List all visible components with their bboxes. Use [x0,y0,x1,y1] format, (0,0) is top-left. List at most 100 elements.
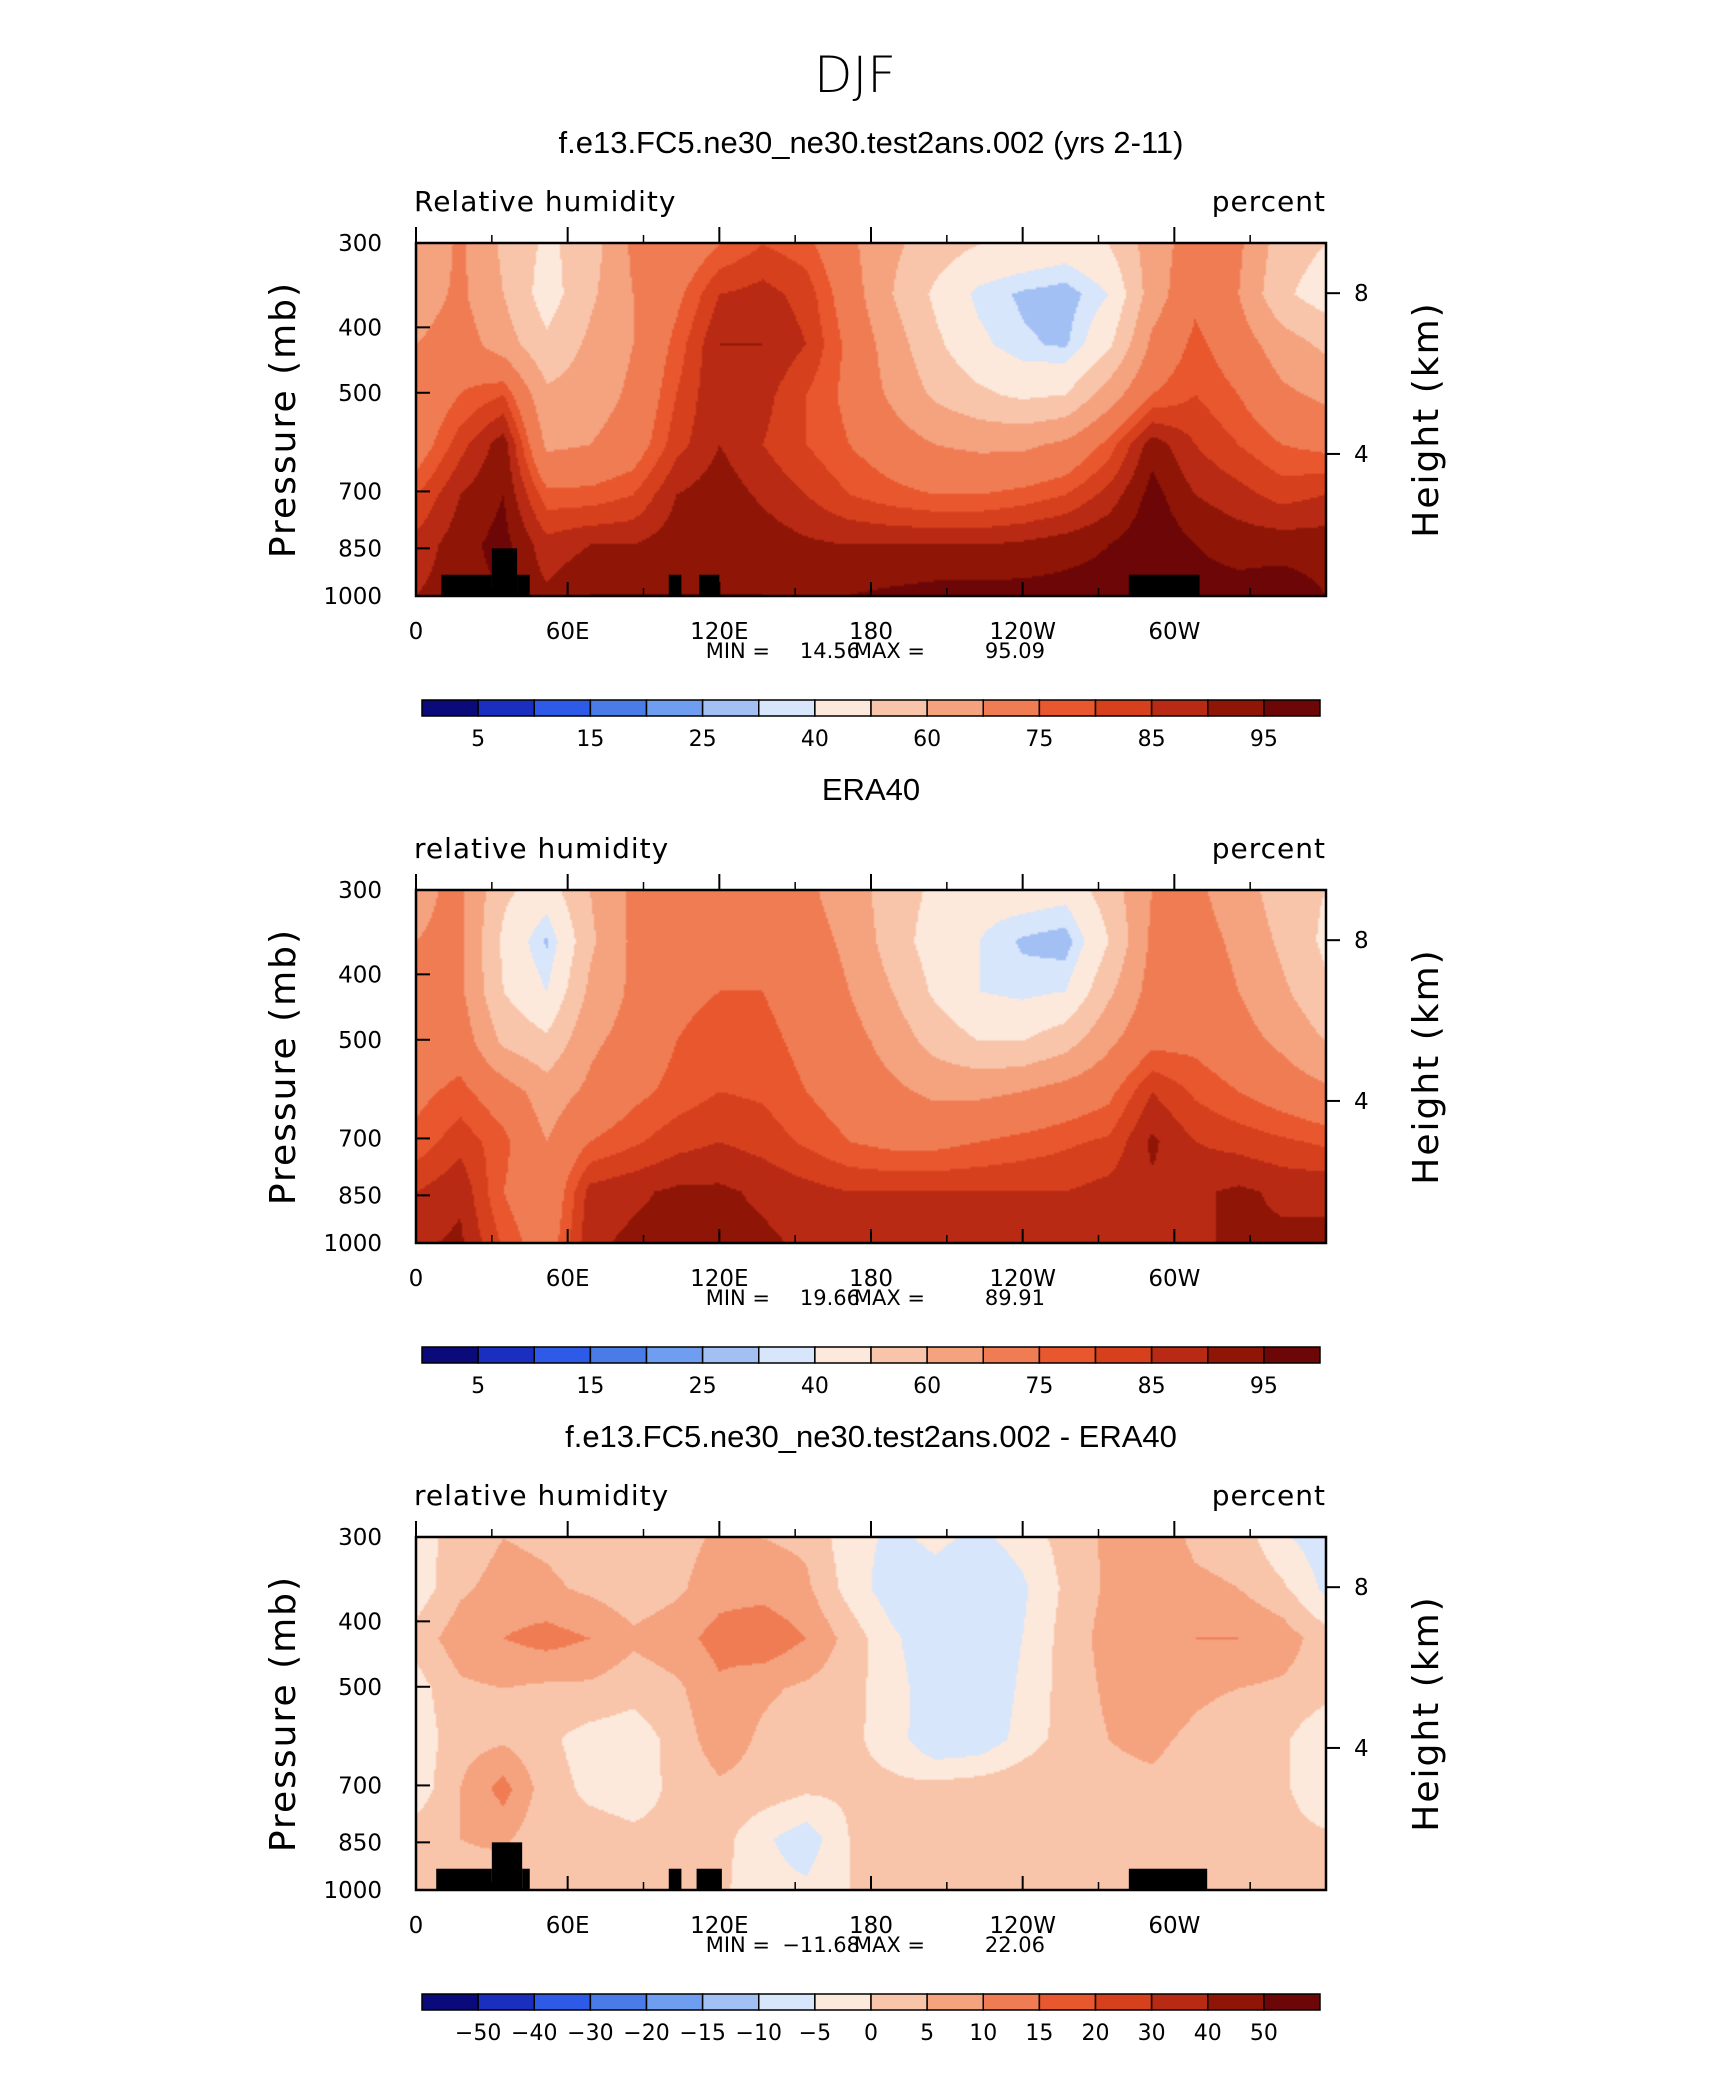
colorbar-label: −40 [511,2021,557,2046]
colorbar-box [533,1346,592,1364]
x-tick-label: 180 [849,1266,893,1292]
colorbar-label: 50 [1250,2021,1278,2046]
y2-tick-label: 8 [1354,281,1369,307]
colorbar-label: 60 [913,1374,941,1399]
colorbar-box [1150,1346,1209,1364]
min-label: MIN = [706,1286,770,1310]
panel-title: ERA40 [822,772,920,807]
colorbar-box [645,1993,704,2011]
max-label: MAX = [854,1286,925,1310]
colorbar-box [1150,699,1209,717]
y-tick-label: 500 [338,381,382,407]
colorbar-label: 30 [1138,2021,1166,2046]
x-tick-label: 120E [690,619,748,645]
colorbar-box [533,1993,592,2011]
colorbar-box [1038,1346,1097,1364]
colorbar-label: 40 [801,727,829,752]
colorbar-box [1150,1993,1209,2011]
colorbar-label: 15 [576,727,604,752]
colorbar-label: 10 [969,2021,997,2046]
colorbar-box [589,1993,648,2011]
y2-axis-title: Height (km) [1406,301,1447,537]
colorbar-box [926,1993,984,2011]
colorbar-label: 0 [864,2021,878,2046]
y-tick-label: 850 [338,536,382,562]
colorbar-label: −30 [567,2021,613,2046]
topography-mask [441,574,492,596]
colorbar-box [1207,699,1265,717]
topography-mask [436,1868,492,1890]
x-tick-label: 60E [546,619,590,645]
y-tick-label: 400 [338,1609,382,1635]
colorbar-box [1263,699,1321,717]
colorbar-box [421,1346,479,1364]
colorbar-box [645,699,704,717]
colorbar-box [477,1993,535,2011]
y-axis-title: Pressure (mb) [263,1575,304,1852]
y-tick-label: 300 [338,878,382,904]
min-value: 19.66 [800,1286,860,1310]
colorbar-label: −10 [736,2021,782,2046]
colorbar-label: −50 [455,2021,501,2046]
colorbar-box [701,1993,760,2011]
topography-mask [1128,1868,1208,1890]
colorbar-box [477,1346,535,1364]
y-tick-label: 400 [338,962,382,988]
x-tick-label: 0 [409,619,424,645]
y2-axis-title: Height (km) [1406,1595,1447,1831]
topography-mask [668,574,682,596]
topography-mask [491,548,518,596]
variable-label: relative humidity [414,1479,669,1512]
x-tick-label: 120W [989,619,1056,645]
colorbar-box [421,699,479,717]
x-tick-label: 0 [409,1913,424,1939]
x-tick-label: 60E [546,1913,590,1939]
y-tick-label: 1000 [323,1231,382,1257]
min-value: −11.68 [782,1933,860,1957]
colorbar-box [477,699,535,717]
colorbar-box [814,699,872,717]
topography-mask [491,1842,523,1890]
contour-field [416,890,1326,1243]
topography-mask [1128,574,1200,596]
colorbar-box [814,1346,872,1364]
y2-tick-label: 8 [1354,928,1369,954]
colorbar-label: 95 [1250,1374,1278,1399]
x-tick-label: 120E [690,1266,748,1292]
colorbar-label: 85 [1138,1374,1166,1399]
colorbar-box [1207,1993,1265,2011]
colorbar-box [701,1346,760,1364]
min-label: MIN = [706,1933,770,1957]
x-tick-label: 120E [690,1913,748,1939]
max-value: 22.06 [985,1933,1045,1957]
colorbar-label: 95 [1250,727,1278,752]
x-tick-label: 180 [849,619,893,645]
colorbar-label: −20 [623,2021,669,2046]
units-label: percent [1212,832,1326,865]
max-label: MAX = [854,639,925,663]
y-axis-title: Pressure (mb) [263,281,304,558]
colorbar-label: −5 [799,2021,831,2046]
colorbar-box [758,1346,816,1364]
contour-field [416,1537,1326,1890]
x-tick-label: 120W [989,1266,1056,1292]
colorbar-box [926,699,984,717]
colorbar-box [1094,699,1153,717]
y-tick-label: 400 [338,315,382,341]
x-tick-label: 60W [1148,1913,1200,1939]
colorbar-box [870,699,928,717]
y-tick-label: 850 [338,1183,382,1209]
y2-tick-label: 4 [1354,1089,1369,1115]
y-tick-label: 500 [338,1675,382,1701]
panel-1: f.e13.FC5.ne30_ne30.test2ans.002 (yrs 2-… [263,125,1447,752]
panel-3: f.e13.FC5.ne30_ne30.test2ans.002 - ERA40… [263,1419,1447,2046]
colorbar-box [1263,1993,1321,2011]
y-tick-label: 700 [338,479,382,505]
topography-mask [668,1868,682,1890]
topography-mask [522,1868,530,1890]
topography-mask [699,574,720,596]
colorbar-box [589,699,648,717]
colorbar-box [870,1993,928,2011]
